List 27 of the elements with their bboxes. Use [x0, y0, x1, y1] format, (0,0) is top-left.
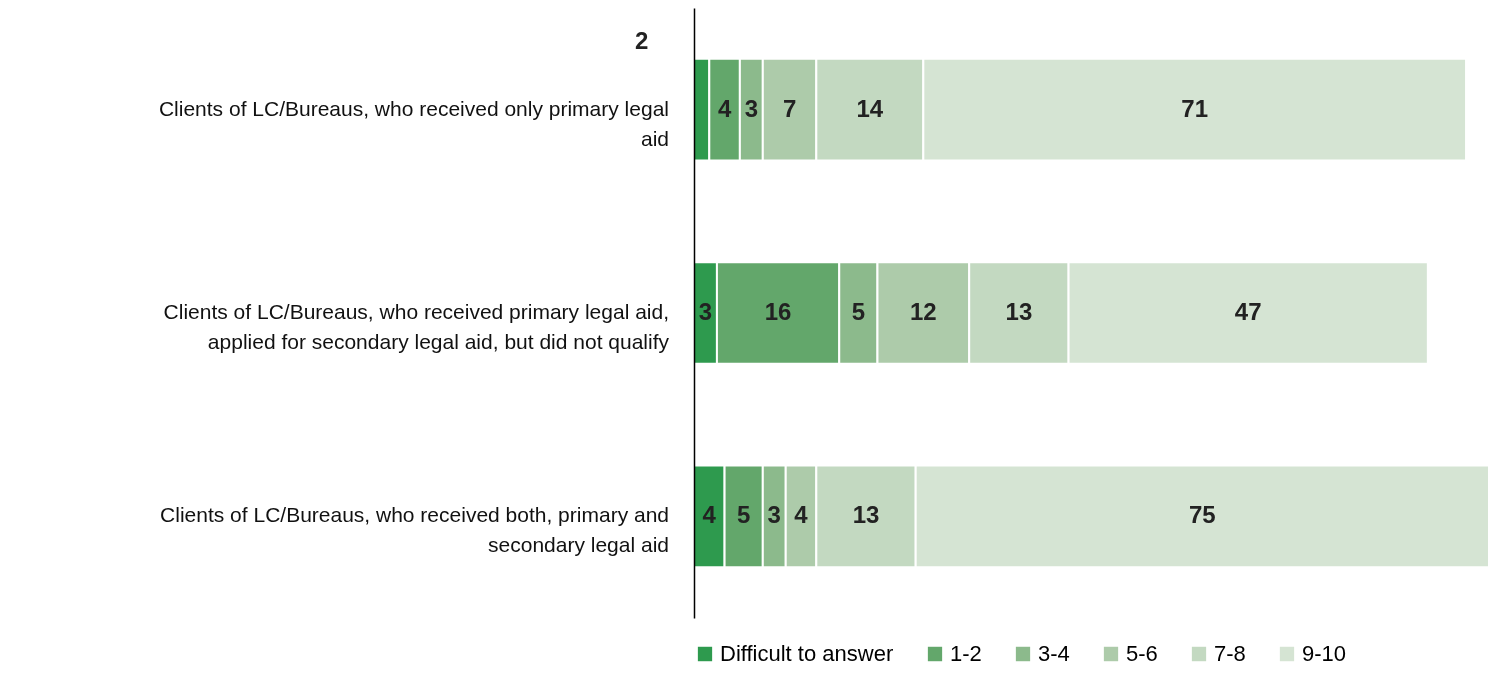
data-label: 14	[856, 94, 884, 122]
data-label: 13	[1005, 298, 1033, 325]
data-label: 3	[744, 94, 759, 122]
legend-label: Difficult to answer	[720, 641, 894, 666]
data-label: 13	[852, 501, 880, 529]
data-label: 75	[1188, 501, 1216, 529]
legend-label: 9-10	[1302, 641, 1347, 666]
data-label: 4	[794, 501, 809, 529]
legend-label: 1-2	[950, 641, 982, 666]
data-label: 5	[851, 298, 866, 325]
data-label: 2	[634, 26, 649, 54]
y-tick-label: Clients of LC/Bureaus, who received only primary legal aid	[158, 96, 669, 150]
data-label: 47	[1234, 298, 1262, 325]
data-label: 71	[1181, 94, 1209, 122]
legend-label: 3-4	[1038, 641, 1070, 666]
data-label: 12	[909, 298, 937, 325]
data-label: 4	[717, 94, 732, 122]
y-tick-label: Clients of LC/Bureaus, who received primary legal aid, applied for secondary legal aid, but did not qualify	[163, 300, 670, 353]
data-label: 4	[702, 501, 717, 529]
legend-label: 5-6	[1126, 641, 1158, 666]
data-label: 3	[767, 501, 781, 529]
y-tick-label: Clients of LC/Bureaus, who received both, primary and secondary legal aid	[160, 503, 669, 557]
legend-label: 7-8	[1214, 641, 1246, 666]
data-label: 5	[737, 501, 751, 529]
data-label: 7	[782, 94, 797, 122]
data-label: 3	[698, 298, 713, 325]
data-label: 16	[764, 298, 792, 325]
